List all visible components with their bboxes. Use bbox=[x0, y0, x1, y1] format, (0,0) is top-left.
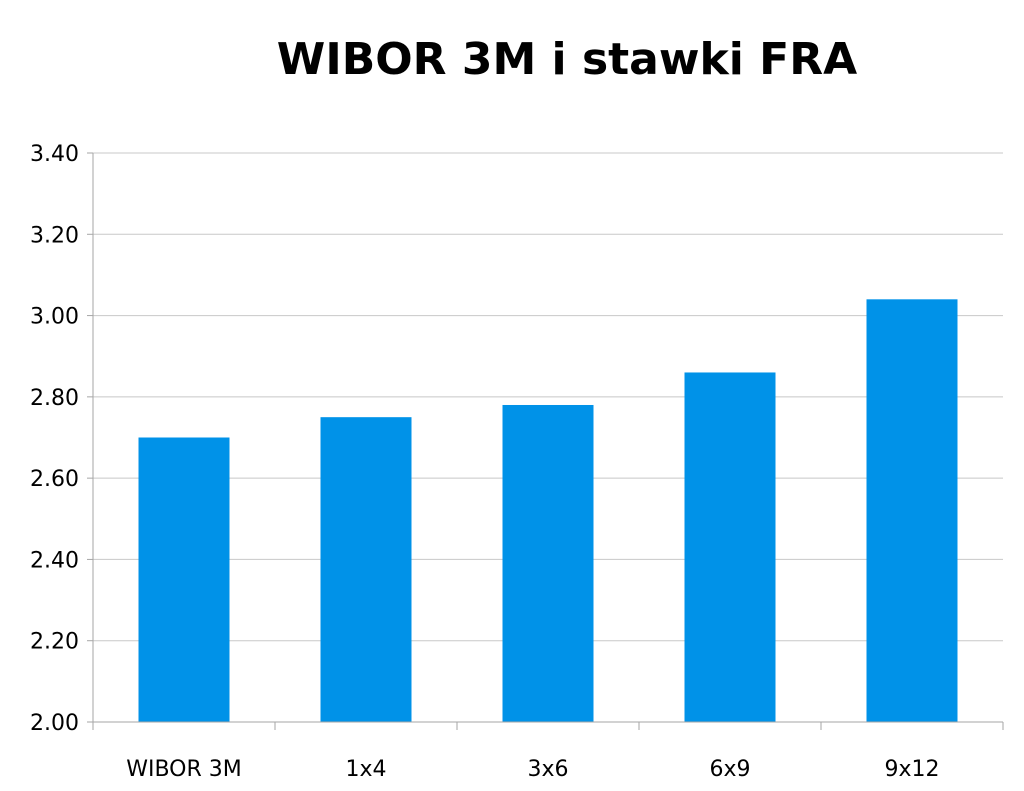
y-tick-label: 3.20 bbox=[30, 223, 79, 248]
y-tick-label: 2.20 bbox=[30, 630, 79, 655]
y-axis-tick-labels: 2.00 2.20 2.40 2.60 2.80 3.00 3.20 3.40 bbox=[30, 142, 79, 736]
bar bbox=[866, 299, 958, 722]
bars bbox=[138, 299, 958, 722]
x-tick-label: 1x4 bbox=[345, 757, 386, 782]
axes bbox=[87, 152, 1004, 730]
bar bbox=[684, 372, 776, 722]
bar bbox=[320, 417, 412, 722]
bar bbox=[138, 437, 230, 722]
y-tick-label: 2.60 bbox=[30, 467, 79, 492]
x-tick-label: 6x9 bbox=[709, 757, 750, 782]
y-tick-label: 3.00 bbox=[30, 305, 79, 330]
x-tick-label: 3x6 bbox=[527, 757, 568, 782]
x-tick-label: WIBOR 3M bbox=[126, 757, 242, 782]
y-tick-label: 2.00 bbox=[30, 711, 79, 736]
bar bbox=[502, 404, 594, 722]
x-tick-label: 9x12 bbox=[884, 757, 939, 782]
y-tick-label: 2.80 bbox=[30, 386, 79, 411]
x-axis-tick-labels: WIBOR 3M 1x4 3x6 6x9 9x12 bbox=[126, 757, 939, 782]
y-tick-label: 2.40 bbox=[30, 548, 79, 573]
chart-title: WIBOR 3M i stawki FRA bbox=[276, 34, 858, 85]
y-tick-label: 3.40 bbox=[30, 142, 79, 167]
